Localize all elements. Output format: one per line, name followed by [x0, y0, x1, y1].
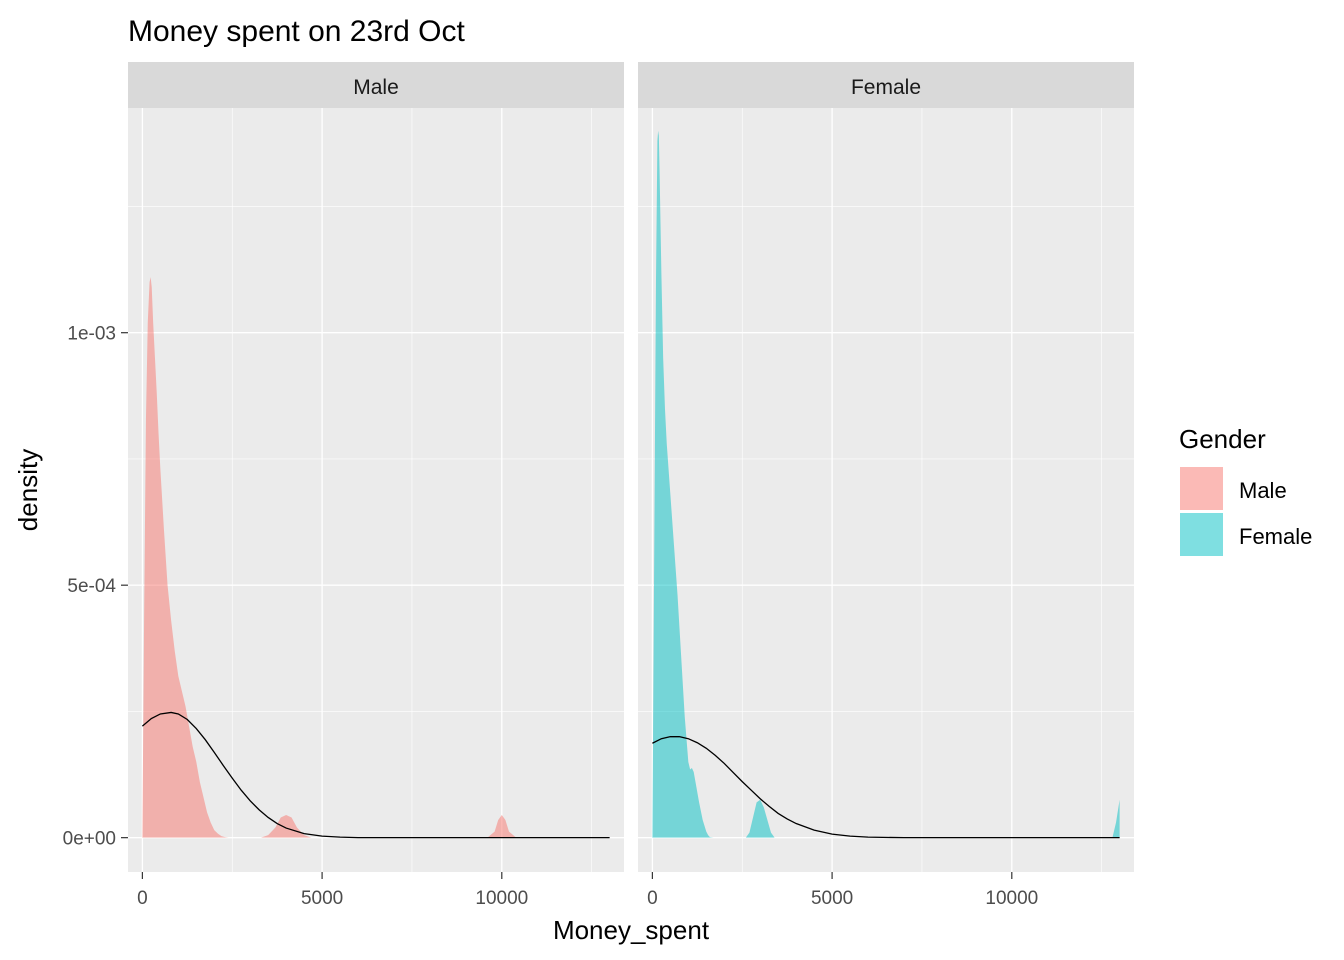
x-tick-label: 0 — [647, 888, 658, 909]
facet-strip-label: Male — [353, 76, 399, 99]
facet-panels: Male 0 5000 10000 Female 0 5000 10000 — [128, 62, 1134, 909]
x-tick-label: 0 — [137, 888, 148, 909]
legend-title: Gender — [1179, 424, 1266, 454]
density-area-male — [142, 277, 517, 838]
facet-strip — [128, 62, 624, 108]
x-axis-title: Money_spent — [553, 915, 710, 945]
panel-background — [128, 108, 624, 872]
y-axis-title: density — [13, 449, 43, 531]
x-tick-label: 10000 — [985, 888, 1038, 909]
facet-strip — [638, 62, 1134, 108]
y-tick-label: 0e+00 — [63, 829, 116, 850]
x-tick-label: 10000 — [475, 888, 528, 909]
legend-key-male — [1180, 467, 1223, 510]
legend: Gender Male Female — [1179, 424, 1312, 556]
facet-strip-label: Female — [851, 76, 921, 99]
y-tick-label: 1e-03 — [67, 324, 116, 345]
y-tick-label: 5e-04 — [67, 576, 116, 597]
legend-label-male: Male — [1239, 478, 1287, 503]
y-axis: 0e+00 5e-04 1e-03 — [63, 324, 128, 850]
panel-background — [638, 108, 1134, 872]
x-tick-label: 5000 — [811, 888, 853, 909]
x-tick-label: 5000 — [301, 888, 343, 909]
panel-female: Female 0 5000 10000 — [638, 62, 1134, 909]
legend-label-female: Female — [1239, 524, 1312, 549]
legend-key-female — [1180, 513, 1223, 556]
panel-male: Male 0 5000 10000 — [128, 62, 624, 909]
normal-curve-male — [141, 711, 610, 839]
chart-title: Money spent on 23rd Oct — [128, 15, 466, 48]
normal-curve-female — [652, 736, 1120, 839]
